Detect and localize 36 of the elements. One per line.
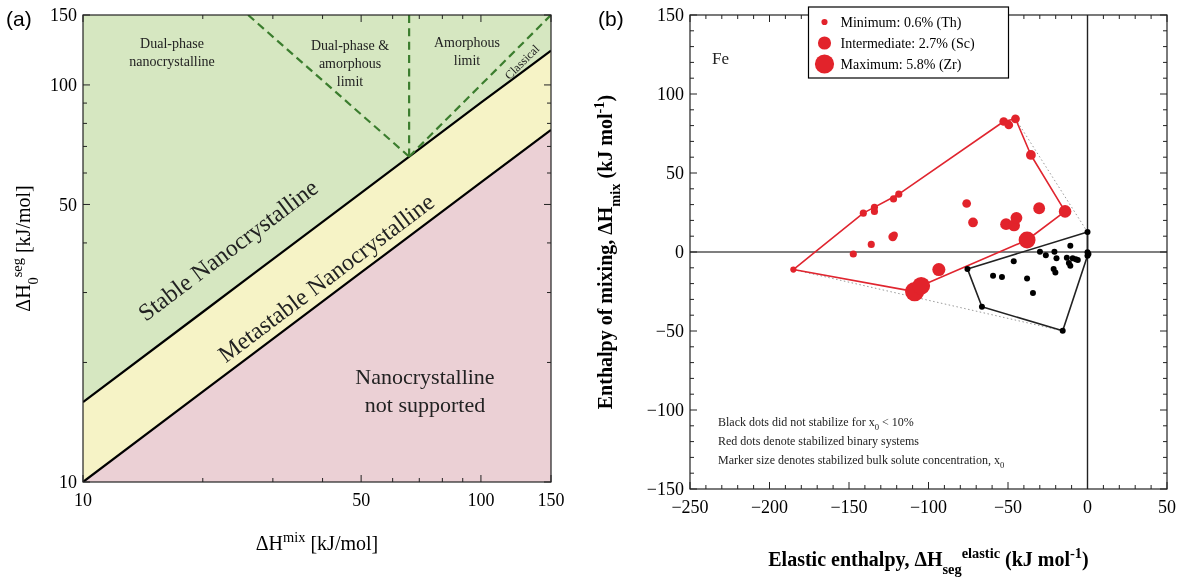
x-tick-label: 0: [1083, 497, 1092, 517]
annotation: Dual-phase nanocrystalline: [129, 35, 215, 69]
annotation: Dual-phase & amorphous limit: [310, 37, 390, 89]
legend-label: Intermediate: 2.7% (Sc): [840, 35, 975, 52]
y-tick-label: 100: [657, 84, 684, 105]
annotation: Amorphous limit: [433, 34, 501, 68]
annotation: Red dots denote stabilized binary systems: [718, 434, 920, 448]
x-tick-label: 100: [467, 490, 495, 510]
legend-label: Minimum: 0.6% (Th): [840, 14, 962, 31]
x-axis-title: ΔH$^{mix}$ [kJ/mol]: [255, 529, 379, 554]
y-tick-label: 50: [666, 163, 684, 184]
x-tick-label: −150: [830, 497, 868, 517]
y-tick-label: 150: [657, 5, 684, 26]
x-tick-label: 50: [1158, 497, 1176, 517]
x-tick-label: 10: [74, 490, 92, 510]
y-tick-label: 0: [675, 242, 684, 263]
x-tick-label: −50: [993, 497, 1023, 517]
annotation: Black dots did not stabilize for x$_{0}$ < 10%: [718, 415, 914, 432]
y-tick-label: 50: [59, 194, 77, 215]
x-tick-label: −200: [750, 497, 789, 517]
legend-label: Maximum: 5.8% (Zr): [840, 56, 962, 73]
x-tick-label: −250: [671, 497, 709, 517]
y-tick-label: 150: [50, 5, 77, 26]
y-tick-label: 10: [59, 472, 77, 493]
x-tick-label: −100: [909, 497, 948, 517]
y-tick-label: −50: [655, 321, 684, 342]
x-axis-title: Elastic enthalpy, ΔH$_{seg}$$^{elastic}$ (kJ mol$^{-1}$): [768, 545, 1089, 577]
y-tick-label: −100: [646, 400, 684, 421]
chart-title: (a): [6, 7, 32, 30]
annotation: Fe: [712, 48, 729, 68]
x-tick-label: 150: [537, 490, 565, 510]
x-tick-label: 50: [352, 490, 371, 510]
y-tick-label: 100: [50, 75, 77, 96]
chart-title: (b): [598, 7, 624, 30]
annotation: Marker size denotes stabilized bulk solute concentration, x$_{0}$: [718, 453, 1005, 470]
annotation: Nanocrystalline not supported: [355, 363, 495, 417]
